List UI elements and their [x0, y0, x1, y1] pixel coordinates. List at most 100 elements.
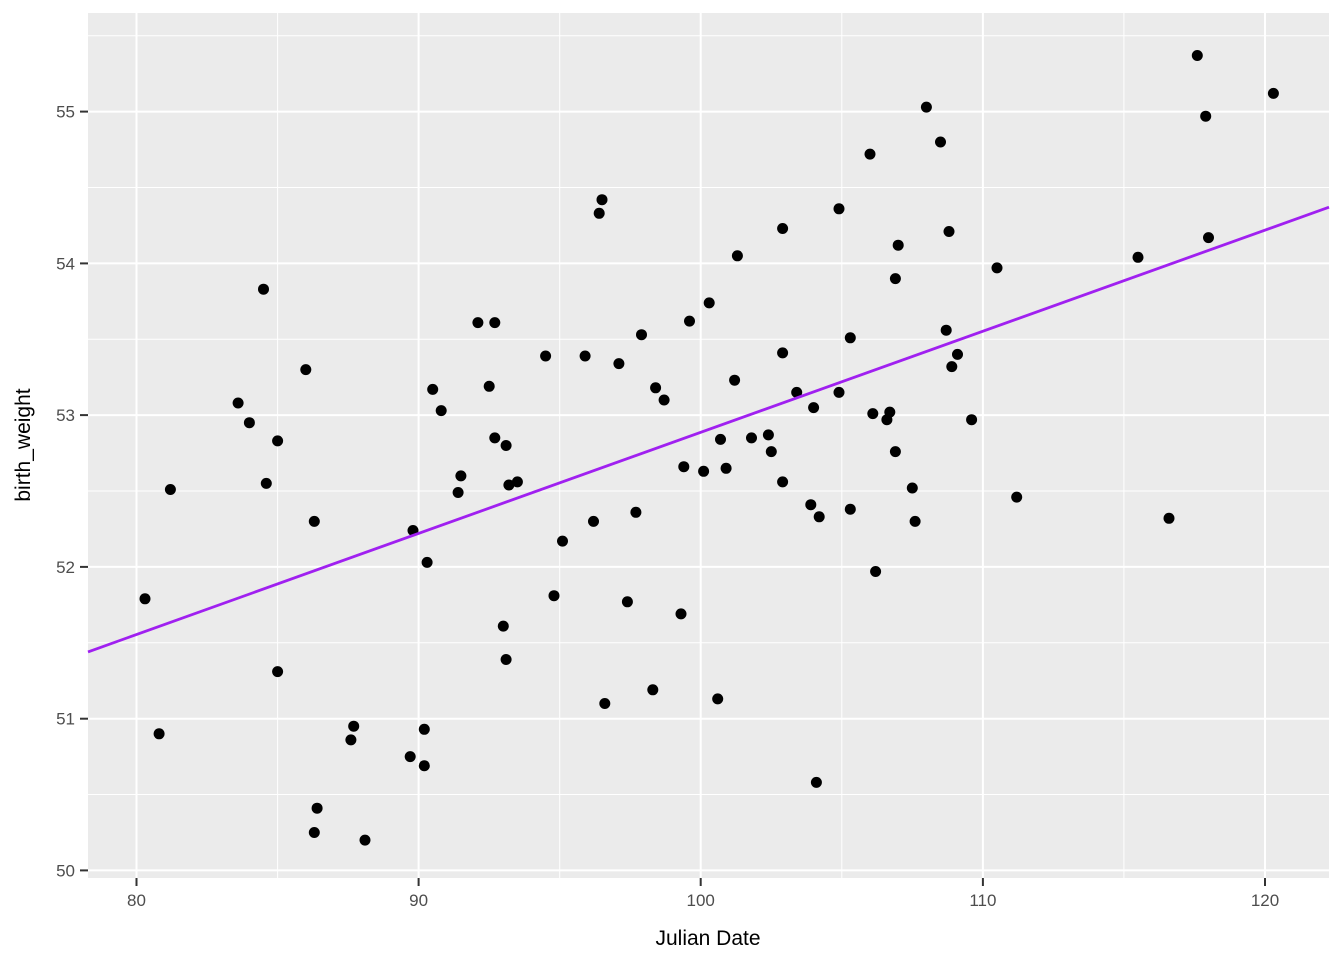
data-point: [489, 317, 501, 329]
data-point: [833, 203, 845, 215]
data-point: [698, 465, 710, 477]
data-point: [308, 515, 320, 527]
data-point: [867, 408, 879, 420]
data-point: [712, 693, 724, 705]
data-point: [1200, 110, 1212, 122]
data-point: [678, 461, 690, 473]
data-point: [966, 414, 978, 426]
data-point: [300, 364, 312, 376]
x-axis-title: Julian Date: [655, 927, 761, 950]
data-point: [715, 433, 726, 445]
data-point: [483, 380, 495, 392]
data-point: [762, 429, 774, 441]
data-point: [731, 250, 743, 262]
y-tick-label: 54: [56, 254, 75, 273]
data-point: [884, 406, 896, 418]
data-point: [703, 297, 715, 309]
data-point: [844, 503, 856, 515]
data-point: [650, 382, 662, 394]
data-point: [418, 760, 430, 772]
data-point: [630, 506, 642, 518]
data-point: [345, 734, 357, 746]
data-point: [1163, 512, 1175, 524]
y-tick-label: 53: [56, 406, 75, 425]
data-point: [593, 207, 605, 219]
data-point: [272, 435, 284, 447]
data-point: [813, 511, 825, 523]
y-tick-label: 55: [56, 103, 75, 122]
data-point: [258, 283, 269, 295]
x-tick-label: 110: [969, 891, 996, 910]
data-point: [1267, 87, 1279, 99]
data-point: [153, 728, 165, 740]
data-point: [435, 405, 447, 417]
data-point: [647, 684, 659, 696]
data-point: [621, 596, 633, 608]
data-point: [720, 462, 732, 474]
data-point: [1011, 491, 1023, 503]
data-point: [684, 315, 695, 327]
data-point: [579, 350, 591, 362]
data-point: [864, 148, 876, 160]
data-point: [889, 446, 901, 458]
data-point: [658, 394, 670, 406]
data-point: [272, 666, 284, 678]
data-point: [404, 751, 416, 763]
data-point: [472, 317, 484, 329]
data-point: [909, 515, 921, 527]
data-point: [920, 101, 932, 113]
data-point: [805, 499, 817, 511]
data-point: [729, 374, 741, 386]
x-tick-label: 100: [687, 891, 715, 910]
x-tick-label: 90: [409, 891, 428, 910]
data-point: [308, 827, 320, 838]
y-tick-label: 52: [56, 558, 75, 577]
data-point: [452, 487, 464, 498]
data-point: [991, 262, 1003, 274]
data-point: [359, 834, 371, 846]
data-point: [511, 476, 523, 488]
data-point: [870, 566, 882, 577]
data-point: [906, 482, 918, 494]
data-point: [940, 324, 952, 336]
data-point: [810, 776, 822, 788]
data-point: [613, 358, 625, 370]
data-point: [636, 329, 647, 341]
data-point: [418, 723, 430, 735]
data-point: [503, 479, 515, 491]
data-point: [889, 273, 901, 285]
data-point: [489, 432, 501, 444]
data-point: [791, 386, 803, 398]
x-tick-label: 80: [127, 891, 146, 910]
data-point: [455, 470, 467, 482]
data-point: [777, 347, 789, 359]
data-point: [943, 226, 955, 237]
data-point: [427, 383, 439, 395]
data-point: [892, 239, 904, 251]
data-point: [599, 698, 611, 709]
data-point: [588, 515, 599, 527]
data-point: [348, 720, 360, 732]
data-point: [548, 590, 560, 602]
data-point: [844, 332, 856, 344]
data-point: [311, 802, 323, 814]
y-tick-label: 50: [56, 861, 75, 880]
data-point: [497, 620, 509, 632]
trend-line: [87, 205, 1330, 654]
data-point: [557, 535, 568, 547]
data-point: [540, 350, 552, 362]
data-point: [946, 361, 958, 373]
data-point: [421, 556, 433, 568]
data-point: [777, 223, 789, 234]
data-point: [164, 484, 176, 495]
data-point: [777, 476, 789, 488]
data-point: [675, 608, 687, 620]
x-tick-label: 120: [1251, 891, 1279, 910]
y-tick-label: 51: [56, 710, 75, 729]
data-point: [1191, 50, 1203, 61]
data-point: [260, 477, 272, 489]
data-point: [808, 402, 820, 414]
data-point: [139, 593, 151, 605]
